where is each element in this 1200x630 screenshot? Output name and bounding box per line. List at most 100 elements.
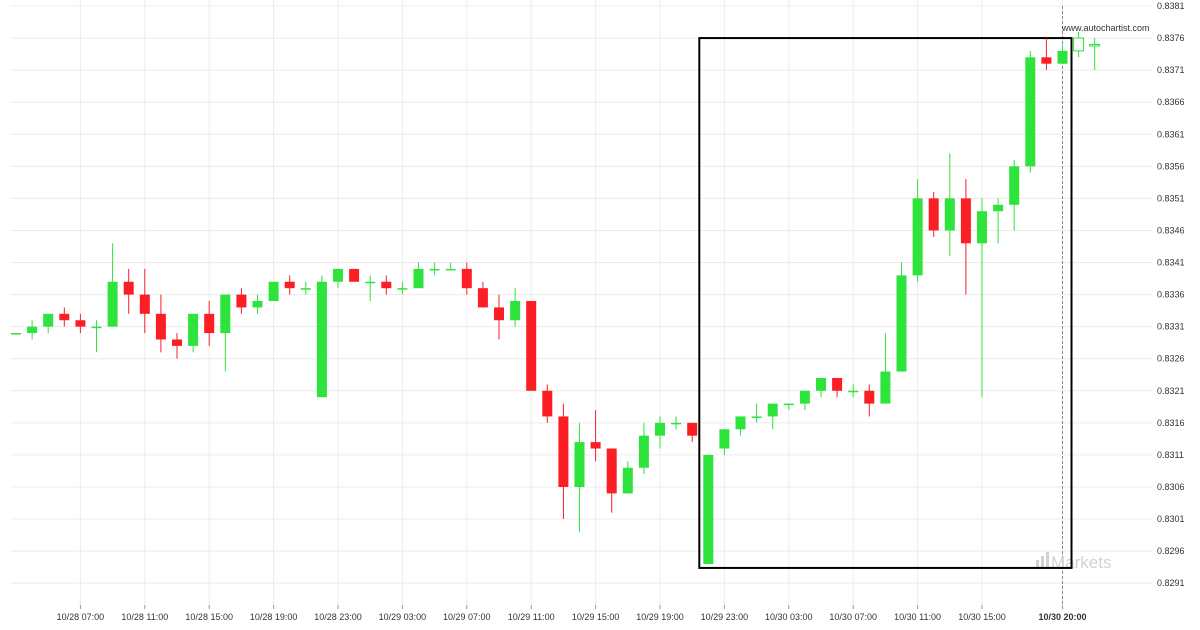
candle bbox=[993, 198, 1004, 244]
candle-body bbox=[751, 416, 762, 418]
candle-body bbox=[429, 268, 440, 271]
y-tick-label: 0.8351 bbox=[1157, 193, 1185, 203]
candle-body bbox=[526, 301, 537, 391]
candle-body bbox=[220, 294, 231, 334]
x-tick-label: 10/30 03:00 bbox=[765, 612, 813, 622]
candle-body bbox=[349, 268, 360, 282]
y-tick-label: 0.8296 bbox=[1157, 546, 1185, 556]
candle bbox=[349, 268, 360, 282]
candle-body bbox=[477, 288, 488, 308]
x-tick-label: 10/30 15:00 bbox=[958, 612, 1006, 622]
pattern-rectangle bbox=[698, 37, 1073, 569]
candle bbox=[316, 275, 327, 398]
candle-body bbox=[671, 422, 682, 425]
candle bbox=[896, 262, 907, 372]
candle bbox=[107, 243, 118, 327]
candle-body bbox=[703, 454, 714, 564]
candle-body bbox=[1041, 57, 1052, 64]
y-tick-label: 0.8361 bbox=[1157, 129, 1185, 139]
candle bbox=[91, 320, 102, 353]
candle-body bbox=[27, 326, 38, 334]
candle bbox=[1041, 38, 1052, 71]
candle bbox=[960, 179, 971, 295]
candle-body bbox=[896, 275, 907, 372]
candle bbox=[944, 153, 955, 257]
candle bbox=[59, 307, 70, 327]
candle bbox=[188, 313, 199, 353]
candle bbox=[155, 294, 166, 353]
candle-body bbox=[236, 294, 247, 308]
candle-body bbox=[188, 313, 199, 346]
y-tick-label: 0.8366 bbox=[1157, 97, 1185, 107]
candle bbox=[1057, 44, 1068, 64]
y-tick-label: 0.8311 bbox=[1157, 450, 1184, 460]
candle-body bbox=[590, 442, 601, 449]
brand-watermark: Markets bbox=[1036, 552, 1111, 572]
x-tick-label: 10/29 03:00 bbox=[379, 612, 427, 622]
candle-body bbox=[864, 390, 875, 404]
candle bbox=[461, 262, 472, 295]
candle-body bbox=[1057, 50, 1068, 64]
candle-body bbox=[445, 268, 456, 271]
candle bbox=[27, 320, 38, 340]
candle bbox=[832, 377, 843, 398]
candle bbox=[43, 313, 54, 334]
candle bbox=[11, 333, 21, 335]
y-tick-label: 0.8381 bbox=[1157, 1, 1185, 11]
candle bbox=[638, 422, 649, 475]
y-tick-label: 0.8336 bbox=[1157, 290, 1185, 300]
y-tick-label: 0.8376 bbox=[1157, 33, 1185, 43]
candle bbox=[333, 268, 343, 289]
candle bbox=[1009, 159, 1020, 231]
candle bbox=[767, 403, 778, 430]
candle bbox=[622, 461, 633, 494]
candle bbox=[1025, 50, 1036, 173]
candle-body bbox=[204, 313, 215, 334]
x-tick-label: 10/28 07:00 bbox=[57, 612, 105, 622]
grid bbox=[10, 0, 1152, 609]
candle-body bbox=[365, 281, 376, 284]
candle bbox=[590, 410, 601, 462]
candle-body bbox=[1009, 166, 1020, 205]
candle bbox=[75, 313, 86, 334]
candle bbox=[864, 384, 875, 417]
candle-body bbox=[1089, 43, 1101, 47]
candle bbox=[365, 275, 376, 301]
candle bbox=[397, 281, 408, 295]
candle-body bbox=[252, 301, 263, 308]
candle bbox=[703, 454, 714, 564]
candle bbox=[204, 301, 215, 346]
candle-body bbox=[316, 281, 327, 398]
x-tick-label: 10/29 15:00 bbox=[572, 612, 620, 622]
candle-body bbox=[11, 333, 21, 335]
y-tick-label: 0.8326 bbox=[1157, 354, 1185, 364]
candle-body bbox=[687, 422, 698, 436]
candle bbox=[300, 281, 311, 295]
y-tick-label: 0.8356 bbox=[1157, 161, 1185, 171]
candle-body bbox=[880, 371, 891, 404]
candle bbox=[542, 384, 553, 423]
candle-body bbox=[75, 320, 86, 327]
candle-body bbox=[944, 198, 955, 231]
candle bbox=[445, 262, 456, 271]
candle-body bbox=[139, 294, 150, 314]
candle-body bbox=[767, 403, 778, 417]
candle-body bbox=[606, 448, 617, 494]
candle bbox=[413, 262, 424, 289]
candle-body bbox=[558, 416, 569, 487]
candle bbox=[1089, 38, 1101, 71]
x-tick-label: 10/28 23:00 bbox=[314, 612, 362, 622]
candle-body bbox=[960, 198, 971, 244]
candle-body bbox=[977, 211, 987, 244]
candle bbox=[719, 429, 730, 455]
candle-body bbox=[574, 442, 585, 487]
candle-body bbox=[494, 307, 504, 321]
candle bbox=[687, 422, 698, 443]
candle bbox=[123, 268, 134, 314]
candle-body bbox=[783, 403, 794, 406]
candle bbox=[429, 262, 440, 276]
candle-body bbox=[510, 301, 521, 321]
candle bbox=[783, 403, 794, 411]
candle-body bbox=[107, 281, 118, 327]
